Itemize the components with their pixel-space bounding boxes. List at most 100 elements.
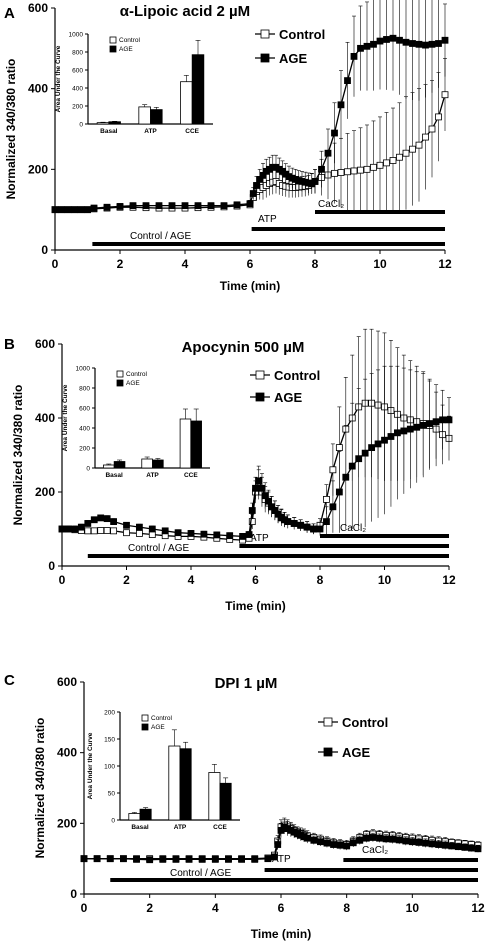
data-point [103, 515, 111, 523]
series-age [80, 819, 482, 864]
y-axis-label: Normalized 340/380 ratio [4, 59, 18, 200]
data-point [376, 161, 384, 169]
data-point [402, 38, 410, 46]
inset-y-tick-label: 100 [104, 764, 115, 771]
data-point [255, 477, 263, 485]
x-tick-label: 10 [406, 901, 420, 915]
data-point [369, 834, 377, 841]
data-point [290, 520, 298, 527]
treatment-bar-label: ATP [250, 533, 269, 544]
data-point [110, 518, 117, 525]
inset-bar [179, 418, 192, 469]
inset-bar [138, 106, 151, 125]
inset-y-label: Area Under the Curve [87, 732, 94, 799]
data-point [324, 149, 332, 157]
data-point [445, 416, 453, 424]
inset-y-tick-label: 600 [79, 406, 90, 413]
treatment-bar-label: CaCl₂ [318, 199, 344, 210]
data-point [329, 503, 337, 511]
inset-bar [139, 808, 152, 821]
x-axis-label: Time (min) [220, 279, 280, 293]
data-point [159, 855, 167, 863]
data-point [77, 206, 85, 214]
data-point [303, 523, 311, 531]
data-point [415, 839, 423, 846]
data-point [422, 839, 429, 847]
data-point [468, 844, 475, 852]
data-point [142, 202, 150, 210]
data-point [461, 843, 469, 851]
data-point [441, 91, 449, 99]
y-tick-label: 200 [35, 485, 55, 499]
y-tick-label: 0 [70, 887, 77, 901]
inset-y-tick-label: 0 [86, 466, 90, 473]
data-point [84, 520, 92, 527]
x-tick-label: 0 [52, 257, 59, 271]
inset-category-label: Basal [131, 824, 149, 831]
data-point [413, 423, 421, 431]
x-tick-label: 4 [188, 573, 195, 587]
data-point [51, 206, 59, 214]
data-point [435, 40, 442, 47]
data-point [185, 855, 193, 863]
data-point [133, 855, 140, 863]
data-point [406, 425, 414, 433]
treatment-bar-label: CaCl₂ [362, 845, 388, 856]
treatment-bar-label: Control / AGE [130, 231, 191, 242]
x-axis-label: Time (min) [225, 599, 285, 613]
data-point [361, 449, 369, 457]
data-point [362, 834, 370, 842]
data-point [337, 169, 345, 176]
data-point [174, 529, 182, 537]
x-tick-label: 8 [312, 257, 319, 271]
inset-legend-label: AGE [119, 46, 133, 53]
data-point [172, 855, 180, 863]
inset-y-tick-label: 600 [72, 68, 83, 75]
treatment-bar-label: CaCl₂ [340, 523, 366, 534]
data-point [71, 525, 79, 533]
inset-category-label: CCE [213, 824, 227, 831]
data-point [350, 167, 358, 175]
data-point [316, 525, 324, 533]
inset-legend-label: Control [119, 37, 141, 44]
data-point [271, 853, 278, 861]
legend-label: Control [279, 27, 325, 42]
data-point [264, 497, 272, 505]
inset-category-label: Basal [105, 472, 123, 479]
data-point [409, 40, 416, 47]
data-point [349, 839, 357, 847]
inset-chart: 0 200 400 600 800 1000 Area Under the Curve Bas… [62, 366, 210, 479]
treatment-bar-label: ATP [258, 214, 277, 225]
data-point [344, 168, 351, 176]
data-point [84, 206, 91, 214]
data-point [389, 34, 397, 42]
data-point [435, 113, 442, 121]
inset-legend-swatch [109, 45, 117, 53]
inset-category-label: Basal [100, 128, 118, 135]
data-point [249, 190, 257, 197]
inset-chart: 0 50 100 150 200 Area Under the Curve Basal ATP… [87, 710, 240, 831]
inset-chart: 0 200 400 600 800 1000 Area Under the Curve Bas… [55, 32, 213, 135]
data-point [246, 200, 254, 208]
data-point [310, 525, 317, 533]
data-point [311, 178, 319, 185]
x-tick-label: 6 [247, 257, 254, 271]
inset-y-tick-label: 200 [104, 710, 115, 717]
inset-y-tick-label: 200 [79, 446, 90, 453]
data-point [376, 834, 383, 842]
data-point [239, 533, 247, 540]
panel-b: B Apocynin 500 µM 0 200 400 600 0 2 4 6 8 10 12 Time … [4, 328, 456, 613]
y-tick-label: 600 [28, 1, 48, 15]
data-point [330, 841, 337, 848]
inset-y-tick-label: 400 [72, 86, 83, 93]
data-point [303, 834, 311, 842]
inset-legend-swatch [109, 36, 117, 44]
inset-legend-label: AGE [126, 380, 140, 387]
data-point [123, 521, 130, 529]
inset-bar [113, 461, 126, 469]
legend-marker [255, 370, 265, 380]
x-tick-label: 0 [59, 573, 66, 587]
y-tick-label: 400 [35, 411, 55, 425]
data-point [395, 836, 403, 844]
data-point [409, 145, 416, 153]
